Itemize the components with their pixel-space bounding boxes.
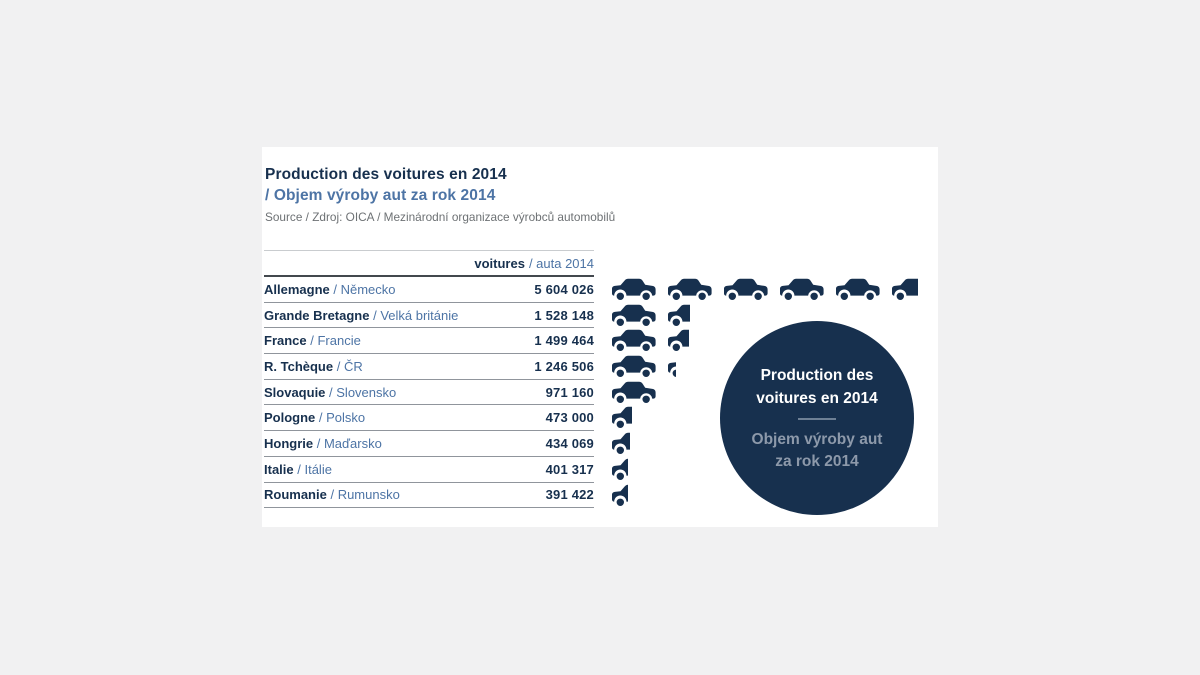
car-icon-partial [608, 405, 632, 432]
country-label: Roumanie / Rumunsko [264, 487, 400, 502]
car-icon [664, 277, 714, 304]
car-icon [608, 303, 658, 330]
country-name-fr: Grande Bretagne [264, 307, 374, 323]
country-label: Allemagne / Německo [264, 282, 396, 297]
column-header-cz: / auta 2014 [528, 255, 594, 271]
badge-title-fr-line1: Production des [760, 366, 874, 384]
country-name-fr: Hongrie [264, 435, 317, 451]
car-icon-partial [664, 328, 689, 355]
table-row: Italie / Itálie 401 317 [264, 457, 594, 483]
country-label: Grande Bretagne / Velká británie [264, 308, 458, 323]
badge-title-cz-line2: za rok 2014 [775, 452, 859, 470]
country-name-cz: / Slovensko [329, 384, 397, 400]
country-label: Hongrie / Maďarsko [264, 436, 382, 451]
source-note: Source / Zdroj: OICA / Mezinárodní organ… [265, 210, 616, 224]
country-name-fr: Roumanie [264, 487, 331, 503]
production-value: 971 160 [545, 384, 594, 400]
table-row: Pologne / Polsko 473 000 [264, 405, 594, 432]
country-name-fr: France [264, 333, 311, 349]
production-value: 1 528 148 [534, 307, 594, 323]
car-icon [608, 277, 658, 304]
table-row: Allemagne / Německo 5 604 026 [264, 277, 594, 303]
car-icon-partial [888, 277, 918, 304]
country-name-fr: Slovaquie [264, 384, 330, 400]
production-value: 473 000 [545, 410, 594, 426]
title-badge: Production des voitures en 2014 Objem vý… [720, 321, 914, 515]
car-icon-partial [608, 457, 628, 484]
production-value: 1 246 506 [534, 358, 594, 374]
page-title: Production des voitures en 2014 [265, 166, 507, 183]
country-name-cz: / Německo [333, 281, 396, 297]
production-value: 391 422 [545, 487, 594, 503]
country-label: Pologne / Polsko [264, 410, 365, 425]
infographic-panel: Production des voitures en 2014 / Objem … [262, 147, 938, 527]
country-name-cz: / Velká británie [373, 307, 459, 323]
country-name-fr: R. Tchèque [264, 358, 337, 374]
country-name-cz: / Francie [310, 333, 361, 349]
car-icon [776, 277, 826, 304]
country-name-cz: / ČR [336, 358, 363, 374]
badge-title-cz-line1: Objem výroby aut [751, 430, 883, 448]
country-label: Slovaquie / Slovensko [264, 385, 396, 400]
production-value: 5 604 026 [534, 281, 594, 297]
column-header-fr: voitures [474, 255, 525, 271]
car-icon-partial [664, 354, 676, 381]
country-label: Italie / Itálie [264, 462, 332, 477]
table-row: France / Francie 1 499 464 [264, 328, 594, 355]
country-name-cz: / Rumunsko [330, 487, 400, 503]
country-label: France / Francie [264, 333, 361, 348]
car-icon [608, 328, 658, 355]
country-name-fr: Pologne [264, 410, 319, 426]
car-icon-partial [608, 380, 657, 407]
table-row: Roumanie / Rumunsko 391 422 [264, 483, 594, 509]
table-column-header: voitures / auta 2014 [264, 251, 594, 277]
table-body: Allemagne / Německo 5 604 026 Grande Breta… [264, 277, 594, 509]
page-subtitle: / Objem výroby aut za rok 2014 [265, 187, 496, 204]
country-name-cz: / Maďarsko [316, 435, 382, 451]
table-row: Hongrie / Maďarsko 434 069 [264, 431, 594, 457]
country-name-fr: Allemagne [264, 281, 334, 297]
country-name-cz: / Polsko [318, 410, 366, 426]
production-value: 434 069 [545, 435, 594, 451]
badge-title-fr-line2: voitures en 2014 [756, 389, 878, 407]
car-icon-partial [608, 483, 628, 510]
table-row: R. Tchèque / ČR 1 246 506 [264, 354, 594, 380]
table-row: Slovaquie / Slovensko 971 160 [264, 380, 594, 406]
production-value: 401 317 [545, 461, 594, 477]
country-name-cz: / Itálie [297, 461, 332, 477]
country-name-fr: Italie [264, 461, 298, 477]
badge-divider [798, 417, 836, 420]
production-table: voitures / auta 2014 Allemagne / Německo… [264, 250, 594, 509]
car-icon-partial [664, 303, 690, 330]
country-label: R. Tchèque / ČR [264, 359, 363, 374]
car-icon-partial [608, 431, 630, 458]
car-icon [608, 354, 658, 381]
car-icon [832, 277, 882, 304]
table-row: Grande Bretagne / Velká británie 1 528 14… [264, 303, 594, 329]
car-icon [720, 277, 770, 304]
production-value: 1 499 464 [534, 333, 594, 349]
